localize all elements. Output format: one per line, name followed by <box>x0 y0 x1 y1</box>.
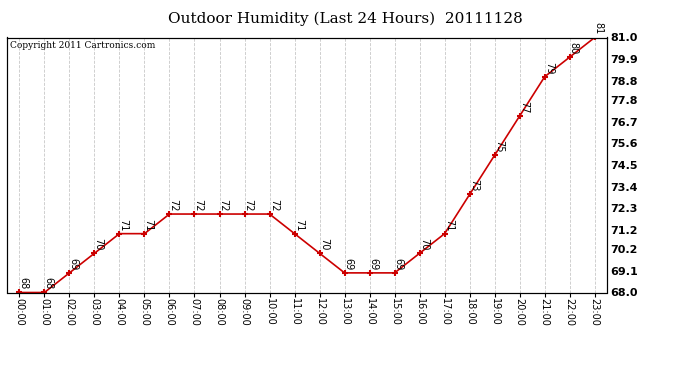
Text: 75: 75 <box>494 140 504 152</box>
Text: 68: 68 <box>19 278 28 290</box>
Text: 72: 72 <box>168 199 179 211</box>
Text: 72: 72 <box>244 199 254 211</box>
Text: 77: 77 <box>519 100 529 113</box>
Text: 70: 70 <box>319 238 328 250</box>
Text: 81: 81 <box>594 22 604 35</box>
Text: 71: 71 <box>119 219 128 231</box>
Text: 69: 69 <box>344 258 354 270</box>
Text: Outdoor Humidity (Last 24 Hours)  20111128: Outdoor Humidity (Last 24 Hours) 2011112… <box>168 11 522 26</box>
Text: 80: 80 <box>569 42 579 54</box>
Text: Copyright 2011 Cartronics.com: Copyright 2011 Cartronics.com <box>10 41 155 50</box>
Text: 79: 79 <box>544 62 554 74</box>
Text: 70: 70 <box>94 238 104 250</box>
Text: 70: 70 <box>419 238 428 250</box>
Text: 72: 72 <box>268 199 279 211</box>
Text: 71: 71 <box>294 219 304 231</box>
Text: 73: 73 <box>469 179 479 192</box>
Text: 69: 69 <box>368 258 379 270</box>
Text: 69: 69 <box>394 258 404 270</box>
Text: 72: 72 <box>194 199 204 211</box>
Text: 68: 68 <box>43 278 54 290</box>
Text: 71: 71 <box>144 219 154 231</box>
Text: 72: 72 <box>219 199 228 211</box>
Text: 69: 69 <box>68 258 79 270</box>
Text: 71: 71 <box>444 219 454 231</box>
